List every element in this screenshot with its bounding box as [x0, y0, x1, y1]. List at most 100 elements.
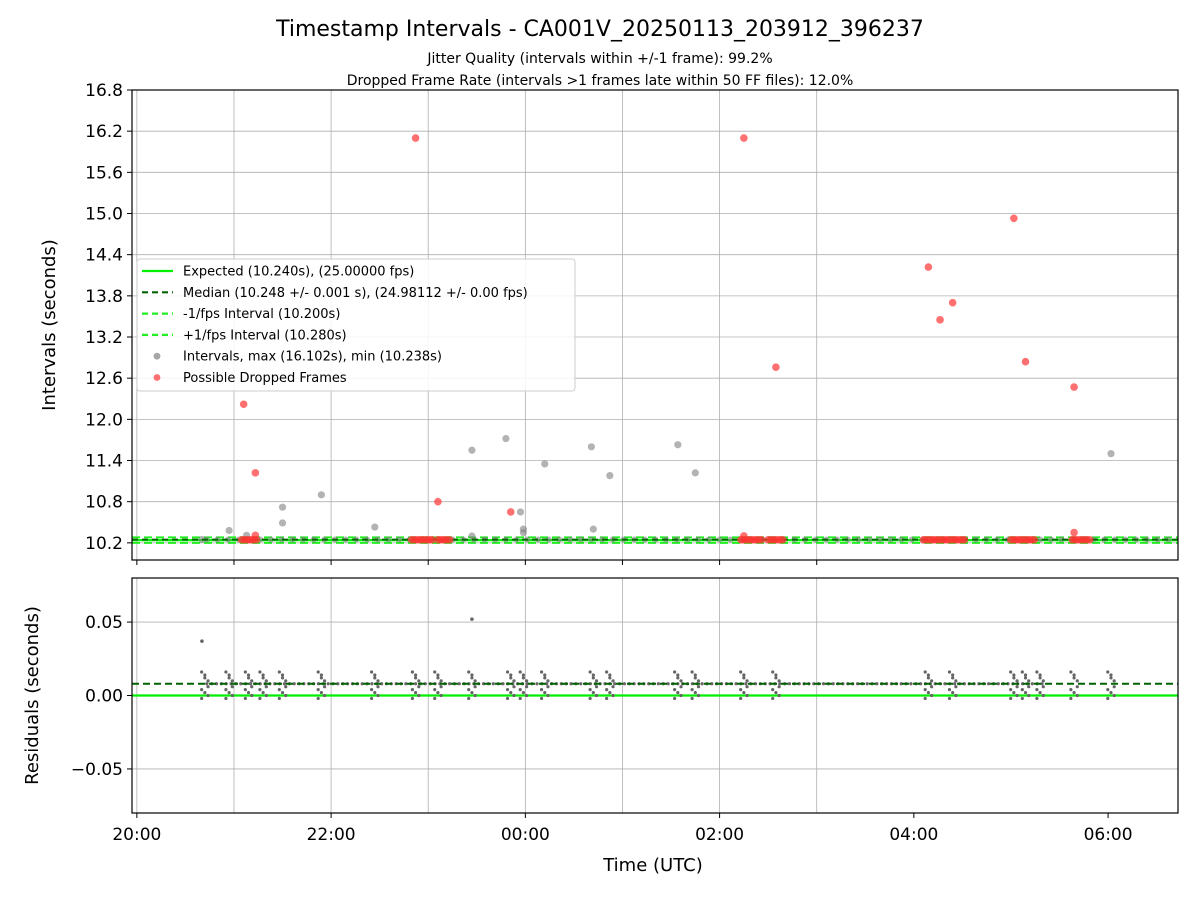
residual-point	[512, 679, 516, 683]
residual-point	[535, 682, 539, 686]
residual-point	[588, 696, 592, 701]
residual-point	[787, 682, 792, 686]
dropped-frame-point	[960, 535, 969, 544]
residual-point	[525, 679, 529, 683]
residual-point	[1040, 682, 1044, 686]
residual-point	[1012, 673, 1016, 677]
residual-point	[1109, 676, 1113, 680]
residual-point	[280, 690, 285, 695]
residual-point	[588, 688, 592, 692]
residual-point	[224, 688, 228, 692]
residual-point	[376, 685, 380, 689]
residual-point	[929, 693, 934, 698]
residual-point	[1023, 690, 1028, 695]
residual-point	[470, 676, 474, 680]
residual-point	[205, 682, 209, 686]
residual-point	[666, 682, 670, 686]
x-tick-label: 22:00	[307, 825, 356, 845]
residual-point	[243, 696, 247, 701]
residual-point	[243, 670, 247, 674]
residual-point	[745, 679, 749, 683]
residual-point	[250, 685, 254, 689]
residual-point	[953, 682, 957, 686]
y-tick-label: 13.8	[85, 287, 123, 307]
dropped-frame-point	[445, 535, 454, 544]
residual-point	[605, 670, 609, 674]
dropped-frame-point	[936, 316, 944, 324]
residual-point	[203, 690, 207, 695]
residual-point	[951, 676, 955, 680]
residual-point	[292, 682, 296, 686]
intervals-frame	[131, 89, 1179, 561]
residual-point	[996, 682, 1000, 686]
y-tick-label: −0.05	[71, 760, 123, 780]
dropped-frame-point	[411, 134, 420, 142]
residual-point	[909, 682, 913, 686]
residuals-frame	[131, 577, 1179, 814]
interval-point	[705, 536, 712, 543]
residual-point	[951, 673, 955, 677]
residual-point	[261, 676, 265, 680]
residual-point	[439, 679, 443, 683]
residual-point	[521, 673, 526, 677]
residual-point	[831, 682, 835, 686]
residual-point	[591, 673, 595, 677]
interval-point	[908, 536, 915, 543]
residual-point	[1015, 693, 1019, 698]
residual-point	[1075, 685, 1079, 689]
residual-point	[1009, 696, 1013, 701]
residual-point	[370, 696, 374, 701]
residual-point	[679, 685, 683, 689]
residual-point	[1109, 673, 1113, 677]
interval-point	[691, 469, 699, 477]
residual-point	[473, 679, 477, 683]
residual-point	[261, 673, 265, 677]
residual-point	[518, 688, 522, 692]
residual-point	[739, 670, 743, 674]
residual-point	[739, 688, 743, 692]
interval-point	[198, 535, 206, 544]
residual-point	[954, 679, 958, 683]
residual-point	[470, 673, 474, 677]
residual-point	[277, 696, 281, 701]
interval-point	[545, 536, 552, 543]
residual-point	[611, 685, 615, 689]
residual-point	[203, 676, 207, 680]
residual-point	[512, 685, 516, 689]
y-tick-label: 15.6	[85, 163, 123, 183]
residual-point	[744, 682, 748, 686]
residual-point	[742, 673, 746, 677]
residual-point	[1035, 670, 1039, 674]
residuals-plot-area	[132, 617, 1178, 701]
residual-point	[608, 676, 612, 680]
residual-point	[505, 688, 510, 692]
interval-point	[577, 536, 584, 543]
interval-point	[606, 472, 614, 480]
interval-point	[225, 536, 232, 543]
residual-point	[417, 693, 421, 698]
residual-point	[277, 670, 281, 674]
residual-point	[227, 690, 231, 695]
residual-point	[690, 688, 694, 692]
residual-point	[987, 682, 991, 686]
y-tick-label: 16.2	[85, 122, 123, 142]
residual-point	[605, 696, 609, 701]
intervals-panel: 16.8 16.2 15.6 15.0 14.4 13.8 13.2 12.6 12.0 11.4…	[39, 81, 1179, 565]
dropped-frame-point	[1085, 535, 1094, 544]
dropped-frame-point	[1021, 357, 1030, 366]
residual-point	[1112, 679, 1116, 683]
interval-point	[519, 528, 528, 537]
interval-point	[589, 525, 597, 533]
residual-point	[224, 696, 228, 701]
residual-point	[246, 676, 251, 680]
residual-point	[284, 693, 288, 698]
residual-point	[679, 679, 683, 683]
x-tick-label: 20:00	[112, 825, 161, 845]
interval-point	[468, 532, 476, 540]
residual-point	[521, 690, 526, 695]
residual-point	[1023, 676, 1028, 680]
residual-point	[954, 685, 958, 689]
residual-point	[1035, 688, 1039, 692]
residual-point	[413, 682, 418, 686]
